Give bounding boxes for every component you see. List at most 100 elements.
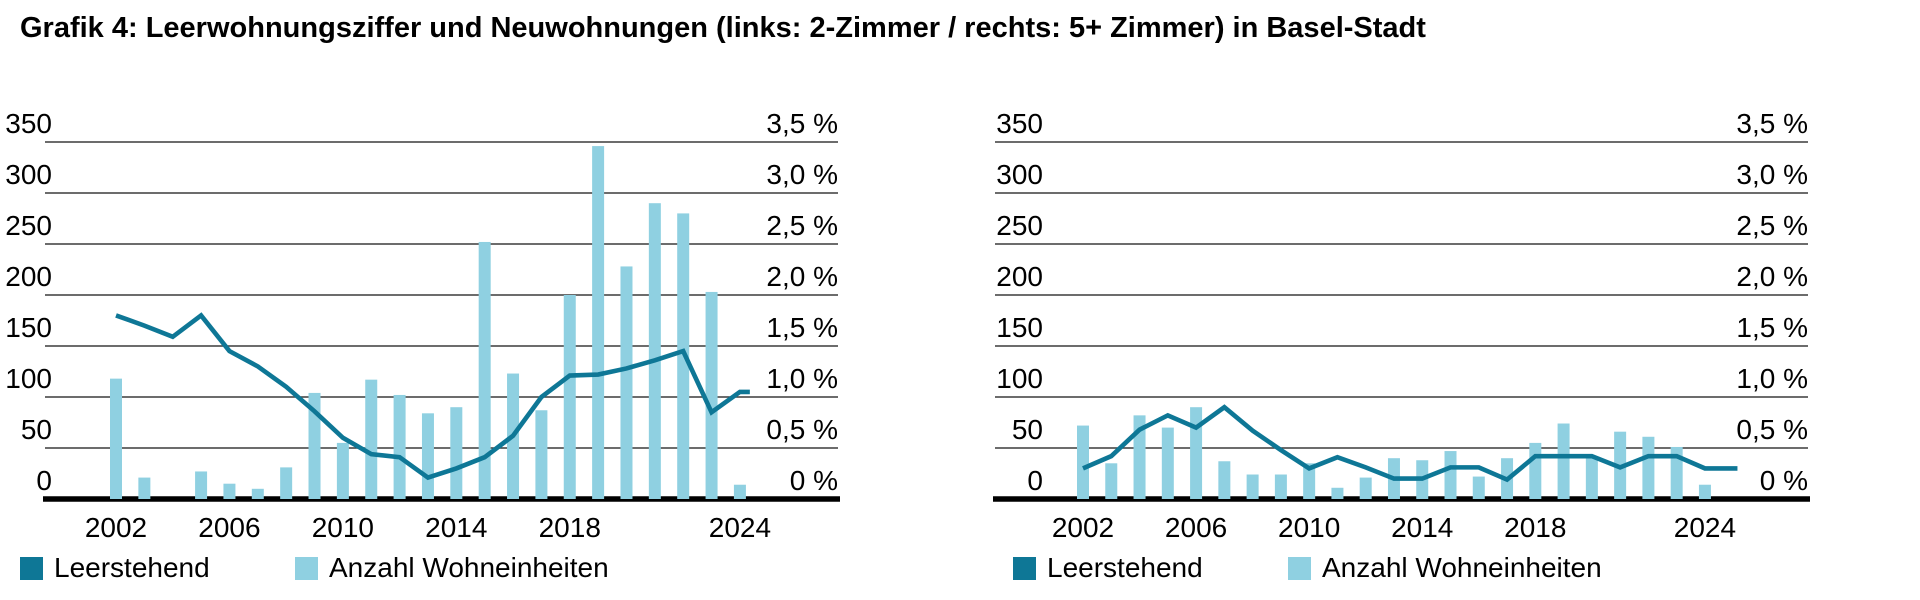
x-axis-tick-label: 2024 — [1674, 512, 1736, 543]
right-axis-tick-label: 3,5 % — [766, 108, 838, 139]
x-axis-tick-label: 2014 — [1391, 512, 1453, 543]
left-axis-tick-label: 150 — [996, 312, 1043, 343]
x-axis-tick-label: 2014 — [425, 512, 487, 543]
x-axis-tick-label: 2010 — [312, 512, 374, 543]
bar-2014 — [450, 407, 463, 499]
right-axis-tick-label: 0 % — [1760, 465, 1808, 496]
bar-2018 — [563, 295, 576, 499]
x-axis-tick-label: 2006 — [198, 512, 260, 543]
bar-2008 — [280, 467, 293, 499]
bar-2012 — [393, 394, 406, 499]
bar-2010 — [336, 442, 349, 499]
right-axis-tick-label: 1,5 % — [766, 312, 838, 343]
bar-2005 — [1161, 427, 1174, 499]
left-axis-tick-label: 250 — [5, 210, 52, 241]
bar-2008 — [1246, 474, 1259, 499]
bar-2020 — [620, 266, 633, 499]
leerstehend-line — [1082, 404, 1738, 483]
bar-2005 — [195, 471, 208, 499]
right-axis-tick-label: 1,0 % — [1736, 363, 1808, 394]
bar-2021 — [648, 203, 661, 499]
bar-2012 — [1359, 477, 1372, 499]
bar-2019 — [592, 146, 605, 499]
legend-item-anzahl-wohneinheiten: Anzahl Wohneinheiten — [295, 552, 609, 583]
left-axis-tick-label: 200 — [996, 261, 1043, 292]
bar-2002 — [1077, 425, 1089, 499]
right-axis-tick-label: 0,5 % — [1736, 414, 1808, 445]
bar-2024 — [1698, 484, 1711, 499]
bar-2011 — [1331, 487, 1344, 499]
left-chart-2-zimmer: 0 0 % 50 0,5 % 100 1,0 % 150 1,5 % 200 2,0 % 250 2,… — [0, 80, 960, 550]
x-axis-tick-label: 2010 — [1278, 512, 1340, 543]
anzahl-wohneinheiten-swatch-icon — [1288, 556, 1311, 580]
legend-item-leerstehend: Leerstehend — [20, 552, 210, 583]
bar-2018 — [1529, 442, 1542, 499]
leerstehend-swatch-icon — [1013, 556, 1036, 580]
left-axis-tick-label: 300 — [996, 159, 1043, 190]
left-axis-tick-label: 250 — [996, 210, 1043, 241]
bar-2017 — [535, 410, 548, 499]
right-axis-tick-label: 3,0 % — [1736, 159, 1808, 190]
bar-2022 — [1642, 436, 1655, 499]
bar-2023 — [705, 291, 718, 499]
left-axis-tick-label: 350 — [996, 108, 1043, 139]
left-axis-tick-label: 0 — [36, 465, 52, 496]
bar-2006 — [223, 483, 236, 499]
x-axis-tick-label: 2018 — [1504, 512, 1566, 543]
right-axis-tick-label: 3,5 % — [1736, 108, 1808, 139]
bar-2019 — [1557, 423, 1570, 499]
x-axis-tick-label: 2002 — [85, 512, 147, 543]
bar-2023 — [1670, 446, 1683, 499]
bar-2009 — [308, 392, 321, 499]
bar-2003 — [1105, 463, 1118, 499]
right-axis-tick-label: 2,5 % — [766, 210, 838, 241]
bar-2015 — [478, 241, 491, 499]
bar-2010 — [1303, 463, 1316, 499]
legend-item-anzahl-wohneinheiten: Anzahl Wohneinheiten — [1288, 552, 1602, 583]
x-axis-tick-label: 2006 — [1165, 512, 1227, 543]
right-axis-tick-label: 1,0 % — [766, 363, 838, 394]
bar-2007 — [251, 488, 264, 499]
bar-2007 — [1218, 461, 1231, 499]
leerstehend-line — [115, 312, 750, 481]
right-chart-5plus-zimmer: 0 0 % 50 0,5 % 100 1,0 % 150 1,5 % 200 2,0 % 250 2,… — [960, 80, 1920, 550]
left-axis-tick-label: 200 — [5, 261, 52, 292]
right-axis-tick-label: 2,0 % — [1736, 261, 1808, 292]
left-axis-tick-label: 350 — [5, 108, 52, 139]
x-axis-tick-label: 2024 — [709, 512, 771, 543]
leerstehend-swatch-icon — [20, 556, 43, 580]
bar-2020 — [1585, 456, 1598, 499]
chart-canvas: 0 0 % 50 0,5 % 100 1,0 % 150 1,5 % 200 2,0 % 250 2,… — [993, 108, 1810, 543]
bar-2013 — [421, 413, 434, 499]
left-axis-tick-label: 100 — [996, 363, 1043, 394]
right-axis-tick-label: 0,5 % — [766, 414, 838, 445]
right-axis-tick-label: 0 % — [790, 465, 838, 496]
right-axis-tick-label: 2,0 % — [766, 261, 838, 292]
legend-label: Leerstehend — [1047, 552, 1203, 583]
right-axis-tick-label: 1,5 % — [1736, 312, 1808, 343]
legend-label: Leerstehend — [54, 552, 210, 583]
bar-2011 — [365, 379, 378, 499]
chart-canvas: 0 0 % 50 0,5 % 100 1,0 % 150 1,5 % 200 2,0 % 250 2,… — [5, 108, 840, 543]
left-axis-tick-label: 100 — [5, 363, 52, 394]
left-axis-tick-label: 50 — [21, 414, 52, 445]
bar-2004 — [1133, 415, 1146, 499]
right-axis-tick-label: 3,0 % — [766, 159, 838, 190]
left-axis-tick-label: 150 — [5, 312, 52, 343]
left-axis-tick-label: 0 — [1027, 465, 1043, 496]
bar-2024 — [733, 484, 746, 499]
chart-title: Grafik 4: Leerwohnungsziffer und Neuwohn… — [20, 12, 1426, 44]
left-axis-tick-label: 300 — [5, 159, 52, 190]
legend-label: Anzahl Wohneinheiten — [329, 552, 609, 583]
bar-2009 — [1274, 474, 1287, 499]
x-axis-tick-label: 2018 — [539, 512, 601, 543]
anzahl-wohneinheiten-swatch-icon — [295, 556, 318, 580]
bar-2006 — [1190, 407, 1203, 499]
right-axis-tick-label: 2,5 % — [1736, 210, 1808, 241]
left-axis-tick-label: 50 — [1012, 414, 1043, 445]
legend-label: Anzahl Wohneinheiten — [1322, 552, 1602, 583]
bar-2002 — [110, 378, 122, 499]
bar-2015 — [1444, 451, 1457, 499]
legend-item-leerstehend: Leerstehend — [1013, 552, 1203, 583]
bar-2016 — [1472, 476, 1485, 499]
